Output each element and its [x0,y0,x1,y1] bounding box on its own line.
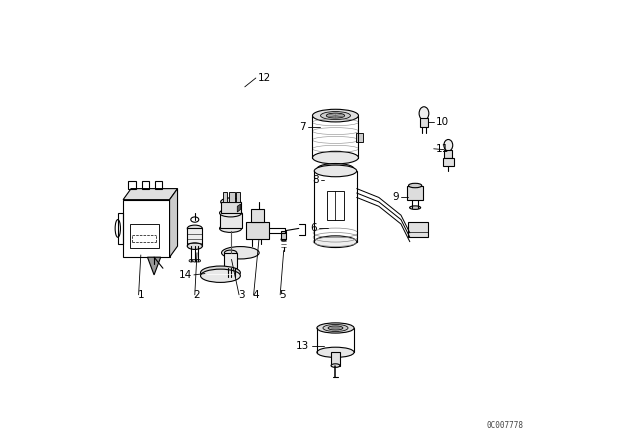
Bar [130,224,159,248]
Bar [221,202,241,213]
Polygon shape [170,189,177,257]
Ellipse shape [410,206,420,209]
Ellipse shape [220,209,242,217]
Ellipse shape [317,323,354,333]
Bar [356,134,363,142]
Ellipse shape [221,198,241,206]
Bar [225,253,237,268]
Ellipse shape [317,164,354,174]
Bar [188,228,202,246]
Bar [443,158,454,167]
Ellipse shape [312,109,358,122]
Ellipse shape [188,243,202,250]
Ellipse shape [321,112,351,120]
Text: 0C007778: 0C007778 [486,421,524,430]
Ellipse shape [312,151,358,164]
Text: 5: 5 [279,290,285,300]
Ellipse shape [193,259,197,262]
Ellipse shape [196,259,200,262]
Text: 8: 8 [312,175,319,185]
Ellipse shape [419,107,429,120]
Bar [408,222,428,237]
Bar [444,150,452,158]
Text: 7: 7 [300,122,306,132]
Ellipse shape [314,236,356,248]
Bar [155,181,162,189]
Ellipse shape [328,326,343,330]
Text: 6: 6 [310,224,316,233]
Ellipse shape [323,324,348,332]
Polygon shape [123,189,177,200]
Text: 12: 12 [258,73,271,83]
Bar [129,181,136,189]
Ellipse shape [331,364,340,367]
Bar [229,192,236,202]
Ellipse shape [317,347,354,358]
Ellipse shape [281,238,286,241]
Polygon shape [237,204,241,212]
Ellipse shape [225,250,237,255]
Bar [123,200,170,257]
Text: 14: 14 [179,270,192,280]
Bar [236,192,240,202]
Ellipse shape [220,224,242,233]
Text: 3: 3 [238,290,244,300]
Ellipse shape [189,259,193,262]
Bar [118,213,123,244]
Bar [281,231,286,240]
Ellipse shape [221,246,259,259]
Text: 11: 11 [436,144,449,154]
Polygon shape [147,257,161,275]
Text: 13: 13 [296,340,309,351]
Bar [227,253,234,268]
Bar [420,118,428,127]
Text: 1: 1 [138,290,144,300]
Ellipse shape [444,139,452,151]
Bar [141,181,148,189]
Bar [331,352,340,366]
Ellipse shape [314,165,356,177]
Text: 10: 10 [436,117,449,127]
Ellipse shape [225,266,237,271]
Ellipse shape [200,269,241,282]
Bar [246,222,269,240]
Ellipse shape [330,167,341,170]
Ellipse shape [326,113,345,118]
Ellipse shape [200,266,241,279]
Text: 9: 9 [392,193,399,202]
Bar [326,191,344,220]
Bar [251,208,264,222]
Bar [223,192,227,202]
Ellipse shape [323,165,348,172]
Bar [407,185,423,200]
Text: 2: 2 [194,290,200,300]
Text: 4: 4 [253,290,259,300]
Bar [220,213,242,228]
Ellipse shape [188,225,202,232]
Ellipse shape [408,183,422,188]
